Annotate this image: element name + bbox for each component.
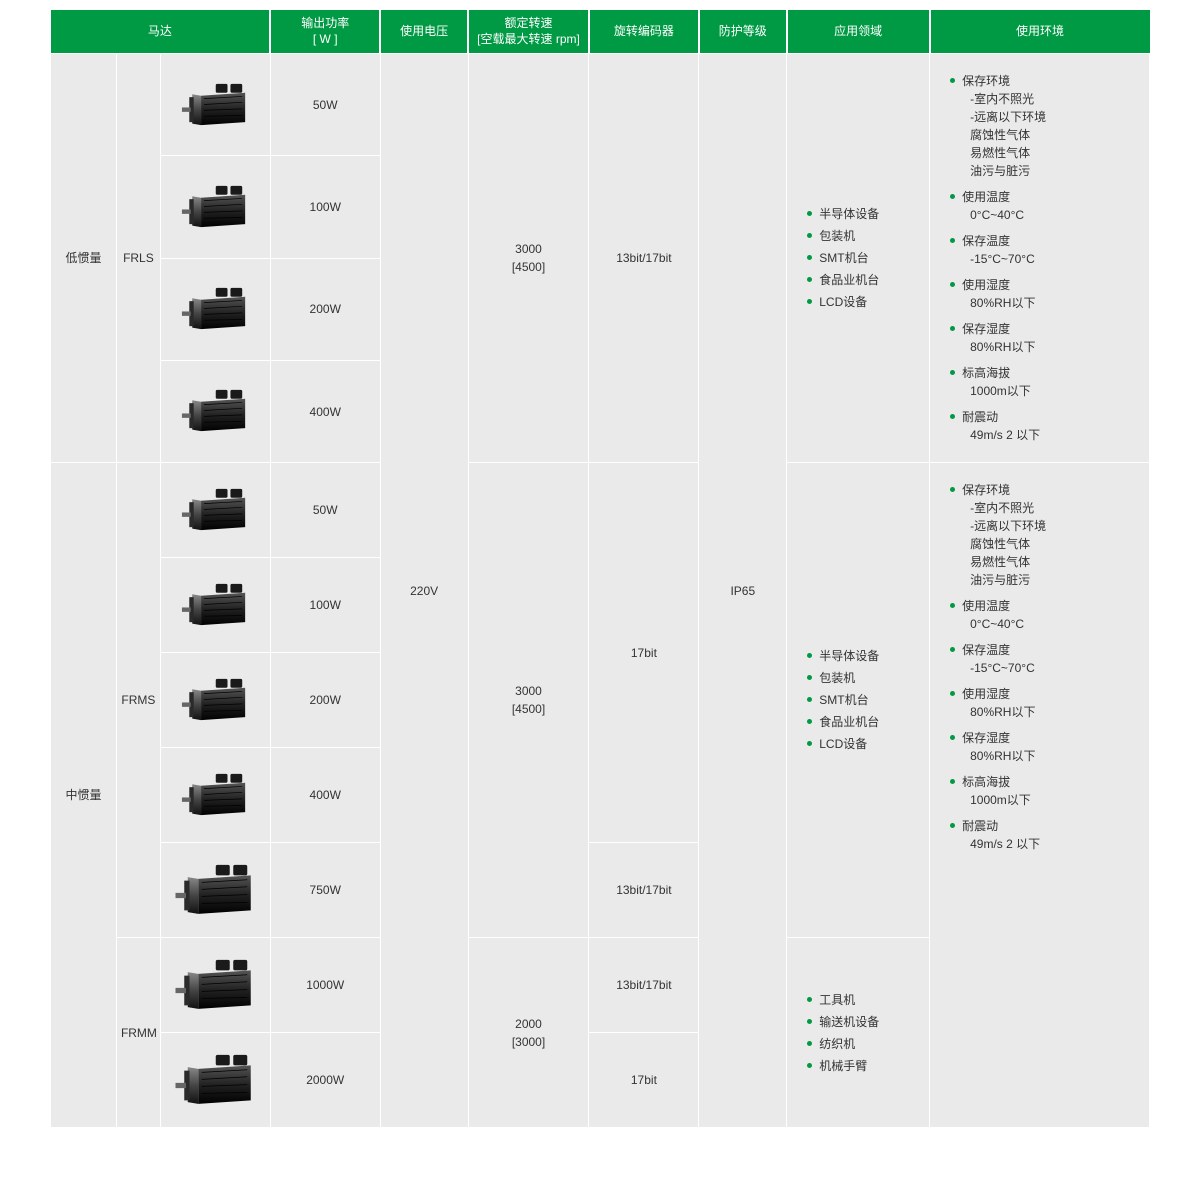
application-list: 半导体设备包装机 SMT机台食品业机台 LCD设备 (807, 205, 921, 311)
power-cell: 50W (270, 463, 380, 558)
inertia-cell: 中惯量 (51, 463, 117, 1128)
power-cell: 100W (270, 156, 380, 258)
environment-cell: 保存环境-室内不照光-远离以下环境 腐蚀性气体 易燃性气体 油污与脏污使用温度0… (930, 54, 1150, 463)
series-code-cell: FRLS (116, 54, 160, 463)
power-cell: 750W (270, 843, 380, 938)
application-list: 半导体设备包装机 SMT机台食品业机台 LCD设备 (807, 647, 921, 753)
app-item: 机械手臂 (807, 1057, 921, 1075)
motor-icon (179, 283, 253, 336)
env-item: 标高海拔1000m以下 (950, 773, 1141, 809)
environment-list: 保存环境-室内不照光-远离以下环境 腐蚀性气体 易燃性气体 油污与脏污使用温度0… (950, 481, 1141, 853)
spec-table: 马达 输出功率[ W ] 使用电压 额定转速[空载最大转速 rpm] 旋转编码器… (50, 10, 1150, 1128)
header-ip: 防护等级 (699, 10, 787, 54)
power-cell: 50W (270, 54, 380, 156)
motor-icon (179, 674, 253, 727)
table-row: 低惯量FRLS 50W220V3000[4500]13bit/17bitIP65… (51, 54, 1150, 156)
app-item: SMT机台 (807, 691, 921, 709)
app-item: 食品业机台 (807, 271, 921, 289)
power-cell: 200W (270, 258, 380, 360)
motor-image-cell (160, 258, 270, 360)
header-application: 应用领域 (787, 10, 930, 54)
motor-image-cell (160, 938, 270, 1033)
env-item: 使用温度0°C~40°C (950, 188, 1141, 224)
header-power: 输出功率[ W ] (270, 10, 380, 54)
env-item: 保存温度-15°C~70°C (950, 232, 1141, 268)
header-environment: 使用环境 (930, 10, 1150, 54)
env-item: 使用湿度80%RH以下 (950, 685, 1141, 721)
application-list: 工具机输送机设备纺织机机械手臂 (807, 991, 921, 1075)
encoder-cell: 13bit/17bit (589, 54, 699, 463)
speed-cell: 2000[3000] (468, 938, 589, 1128)
env-item: 保存湿度80%RH以下 (950, 729, 1141, 765)
app-item: 工具机 (807, 991, 921, 1009)
app-item: 食品业机台 (807, 713, 921, 731)
table-header: 马达 输出功率[ W ] 使用电压 额定转速[空载最大转速 rpm] 旋转编码器… (51, 10, 1150, 54)
power-cell: 100W (270, 558, 380, 653)
series-code-cell: FRMS (116, 463, 160, 938)
motor-icon (179, 79, 253, 132)
env-item: 使用湿度80%RH以下 (950, 276, 1141, 312)
header-speed: 额定转速[空载最大转速 rpm] (468, 10, 589, 54)
app-item: 半导体设备 (807, 647, 921, 665)
speed-cell: 3000[4500] (468, 463, 589, 938)
power-cell: 200W (270, 653, 380, 748)
application-cell: 工具机输送机设备纺织机机械手臂 (787, 938, 930, 1128)
header-motor: 马达 (51, 10, 271, 54)
app-item: LCD设备 (807, 293, 921, 311)
power-cell: 1000W (270, 938, 380, 1033)
power-cell: 2000W (270, 1033, 380, 1128)
power-cell: 400W (270, 748, 380, 843)
table-body: 低惯量FRLS 50W220V3000[4500]13bit/17bitIP65… (51, 54, 1150, 1128)
motor-icon (179, 484, 253, 537)
env-item: 耐震动49m/s 2 以下 (950, 408, 1141, 444)
app-item: SMT机台 (807, 249, 921, 267)
motor-icon (172, 1049, 260, 1112)
app-item: LCD设备 (807, 735, 921, 753)
env-item: 使用温度0°C~40°C (950, 597, 1141, 633)
voltage-cell: 220V (380, 54, 468, 1128)
env-item: 保存湿度80%RH以下 (950, 320, 1141, 356)
app-item: 输送机设备 (807, 1013, 921, 1031)
env-item: 保存环境-室内不照光-远离以下环境 腐蚀性气体 易燃性气体 油污与脏污 (950, 72, 1141, 180)
motor-image-cell (160, 558, 270, 653)
env-item: 标高海拔1000m以下 (950, 364, 1141, 400)
table-row: 中惯量FRMS 50W3000[4500]17bit半导体设备包装机SMT机台食… (51, 463, 1150, 558)
app-item: 包装机 (807, 227, 921, 245)
application-cell: 半导体设备包装机 SMT机台食品业机台 LCD设备 (787, 54, 930, 463)
motor-icon (179, 181, 253, 234)
environment-cell: 保存环境-室内不照光-远离以下环境 腐蚀性气体 易燃性气体 油污与脏污使用温度0… (930, 463, 1150, 1128)
env-item: 保存温度-15°C~70°C (950, 641, 1141, 677)
app-item: 纺织机 (807, 1035, 921, 1053)
motor-icon (179, 769, 253, 822)
motor-icon (172, 954, 260, 1017)
motor-image-cell (160, 748, 270, 843)
series-code-cell: FRMM (116, 938, 160, 1128)
header-voltage: 使用电压 (380, 10, 468, 54)
speed-cell: 3000[4500] (468, 54, 589, 463)
environment-list: 保存环境-室内不照光-远离以下环境 腐蚀性气体 易燃性气体 油污与脏污使用温度0… (950, 72, 1141, 444)
encoder-cell: 13bit/17bit (589, 843, 699, 938)
inertia-cell: 低惯量 (51, 54, 117, 463)
app-item: 半导体设备 (807, 205, 921, 223)
motor-image-cell (160, 156, 270, 258)
motor-icon (179, 579, 253, 632)
encoder-cell: 17bit (589, 1033, 699, 1128)
encoder-cell: 13bit/17bit (589, 938, 699, 1033)
header-encoder: 旋转编码器 (589, 10, 699, 54)
motor-icon (172, 859, 260, 922)
app-item: 包装机 (807, 669, 921, 687)
power-cell: 400W (270, 360, 380, 462)
env-item: 耐震动49m/s 2 以下 (950, 817, 1141, 853)
encoder-cell: 17bit (589, 463, 699, 843)
motor-image-cell (160, 360, 270, 462)
ip-cell: IP65 (699, 54, 787, 1128)
motor-image-cell (160, 843, 270, 938)
motor-image-cell (160, 1033, 270, 1128)
motor-icon (179, 385, 253, 438)
motor-image-cell (160, 463, 270, 558)
motor-image-cell (160, 653, 270, 748)
motor-image-cell (160, 54, 270, 156)
application-cell: 半导体设备包装机 SMT机台食品业机台 LCD设备 (787, 463, 930, 938)
env-item: 保存环境-室内不照光-远离以下环境 腐蚀性气体 易燃性气体 油污与脏污 (950, 481, 1141, 589)
